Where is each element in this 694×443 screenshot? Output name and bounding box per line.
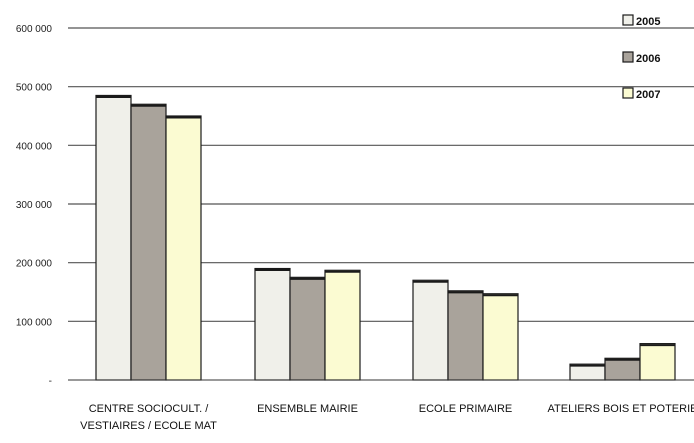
bar-2007-1 [165,115,202,381]
legend-label-2007: 2007 [636,89,660,101]
category-label: ATELIERS BOIS ET POTERIE [548,403,694,415]
category-label: ENSEMBLE MAIRIE [257,403,358,415]
category-label-line: ATELIERS BOIS ET POTERIE [548,403,694,415]
y-tick-label: 500 000 [16,83,53,94]
bar-2005-1 [95,94,132,381]
category-label-line: VESTIAIRES / ECOLE MAT [80,420,217,432]
category-label-line: ECOLE PRIMAIRE [419,403,513,415]
bar-2006-1 [130,103,167,381]
y-tick-label: 300 000 [16,200,53,211]
bar-2007-2 [324,269,361,381]
bars [95,94,676,381]
bar-2007-3 [482,293,519,381]
legend: 2005 2006 2007 [622,14,660,101]
category-label-line: CENTRE SOCIOCULT. / [89,403,210,415]
legend-swatch-2005 [622,14,634,26]
bar-2005-3 [412,279,449,381]
x-axis-categories: CENTRE SOCIOCULT. / VESTIAIRES / ECOLE MA… [80,403,694,432]
y-tick-label: - [49,376,52,387]
y-tick-label: 400 000 [16,141,53,152]
y-tick-label: 100 000 [16,317,53,328]
legend-label-2006: 2006 [636,53,660,65]
category-label: ECOLE PRIMAIRE [419,403,513,415]
category-label: CENTRE SOCIOCULT. / VESTIAIRES / ECOLE MA… [80,403,217,432]
y-tick-label: 200 000 [16,259,53,270]
bar-2006-3 [447,290,484,381]
legend-label-2005: 2005 [636,16,660,28]
category-label-line: ENSEMBLE MAIRIE [257,403,358,415]
bar-2006-4 [604,357,641,381]
legend-swatch-2007 [622,87,634,99]
bar-2006-2 [289,276,326,381]
bar-2005-2 [254,267,291,381]
bar-2007-4 [639,343,676,381]
y-axis-ticks: - 100 000 200 000 300 000 400 000 500 000 600 … [16,24,53,387]
y-tick-label: 600 000 [16,24,53,35]
legend-swatch-2006 [622,51,634,63]
